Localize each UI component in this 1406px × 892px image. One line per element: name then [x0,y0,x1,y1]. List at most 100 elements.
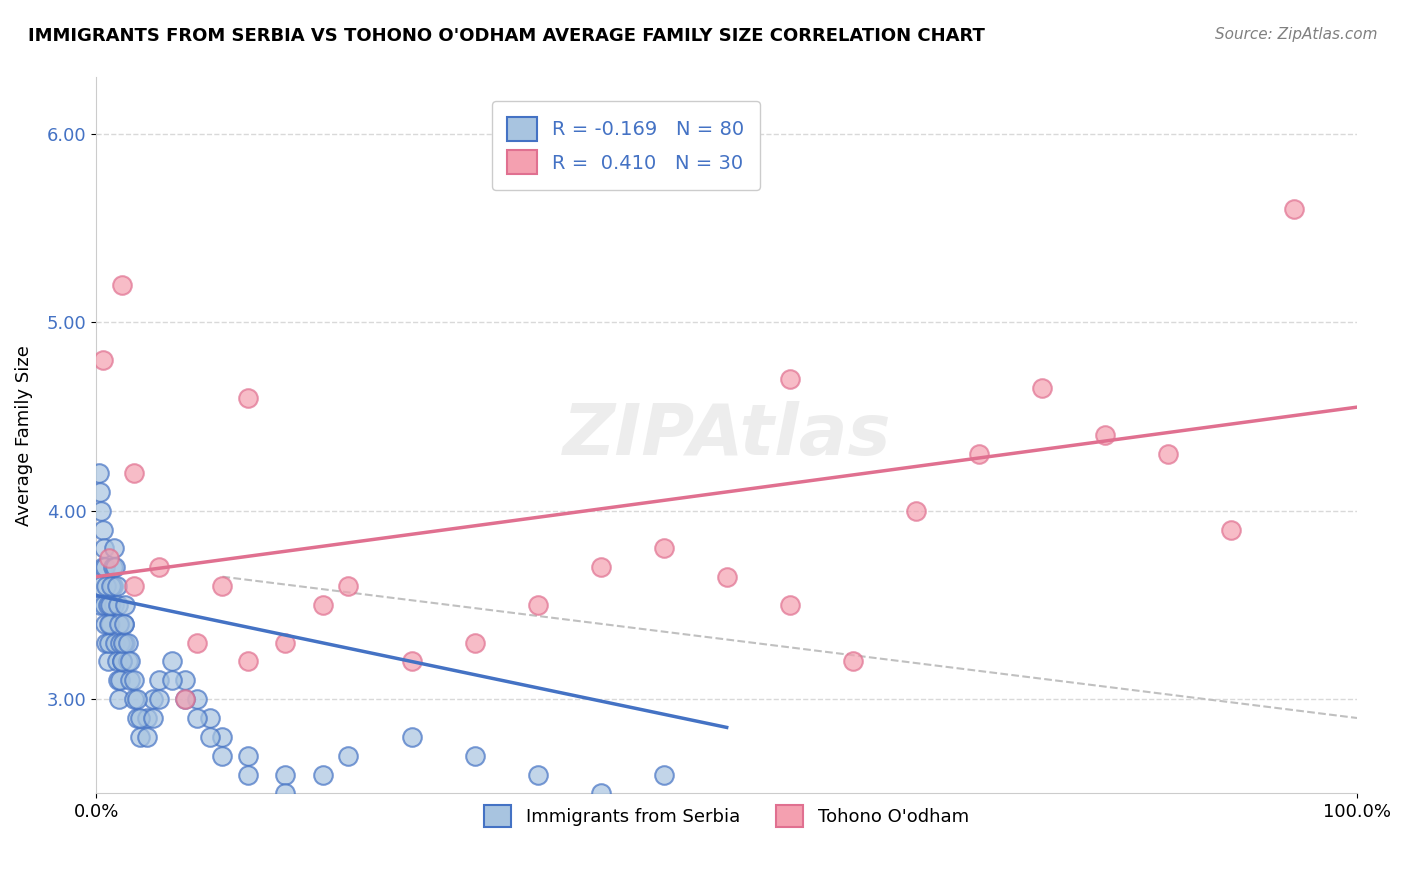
Point [94,616,117,631]
Point [125,711,148,725]
Point [110,673,132,688]
Point [120,673,142,688]
Text: Source: ZipAtlas.com: Source: ZipAtlas.com [1215,27,1378,42]
Point [211,730,233,744]
Point [1282,202,1305,217]
Point [111,635,134,649]
Point [526,767,548,781]
Point [96,579,118,593]
Point [186,711,208,725]
Point [117,635,139,649]
Point [122,466,145,480]
Point [779,372,801,386]
Point [173,692,195,706]
Point [464,635,486,649]
Point [160,673,183,688]
Point [112,616,135,631]
Point [97,655,120,669]
Point [114,635,136,649]
Point [173,673,195,688]
Point [135,711,157,725]
Point [91,560,114,574]
Point [89,598,111,612]
Point [108,616,131,631]
Point [97,598,120,612]
Point [142,711,165,725]
Point [96,635,118,649]
Point [401,655,423,669]
Point [107,673,129,688]
Point [842,655,865,669]
Point [589,786,612,800]
Point [236,391,259,405]
Point [110,655,132,669]
Point [464,748,486,763]
Point [589,560,612,574]
Point [98,616,121,631]
Point [98,598,121,612]
Point [148,673,170,688]
Point [142,692,165,706]
Point [186,635,208,649]
Point [103,541,125,556]
Point [110,655,132,669]
Point [101,560,124,574]
Point [91,353,114,368]
Point [211,579,233,593]
Point [1219,523,1241,537]
Point [105,579,128,593]
Point [337,748,360,763]
Point [274,767,297,781]
Point [98,550,121,565]
Point [107,598,129,612]
Point [111,635,134,649]
Point [401,730,423,744]
Point [98,635,121,649]
Point [98,616,121,631]
Point [114,598,136,612]
Point [716,570,738,584]
Point [1094,428,1116,442]
Point [236,767,259,781]
Point [652,541,675,556]
Point [104,635,127,649]
Point [101,579,124,593]
Point [173,692,195,706]
Point [112,616,135,631]
Point [236,748,259,763]
Point [91,523,114,537]
Point [211,748,233,763]
Point [652,767,675,781]
Point [90,579,112,593]
Point [312,598,335,612]
Point [100,598,122,612]
Point [148,560,170,574]
Legend: Immigrants from Serbia, Tohono O'odham: Immigrants from Serbia, Tohono O'odham [477,798,976,834]
Point [779,598,801,612]
Point [135,730,157,744]
Point [103,598,125,612]
Point [967,447,990,461]
Point [90,504,112,518]
Point [904,504,927,518]
Point [129,730,152,744]
Point [125,692,148,706]
Point [93,541,115,556]
Point [89,484,111,499]
Point [122,692,145,706]
Point [148,692,170,706]
Point [129,711,152,725]
Point [198,711,221,725]
Point [1157,447,1180,461]
Point [117,655,139,669]
Point [526,598,548,612]
Text: ZIPAtlas: ZIPAtlas [562,401,891,470]
Point [312,767,335,781]
Point [274,635,297,649]
Point [337,579,360,593]
Point [1031,381,1053,395]
Point [186,692,208,706]
Point [104,560,127,574]
Point [108,692,131,706]
Point [236,655,259,669]
